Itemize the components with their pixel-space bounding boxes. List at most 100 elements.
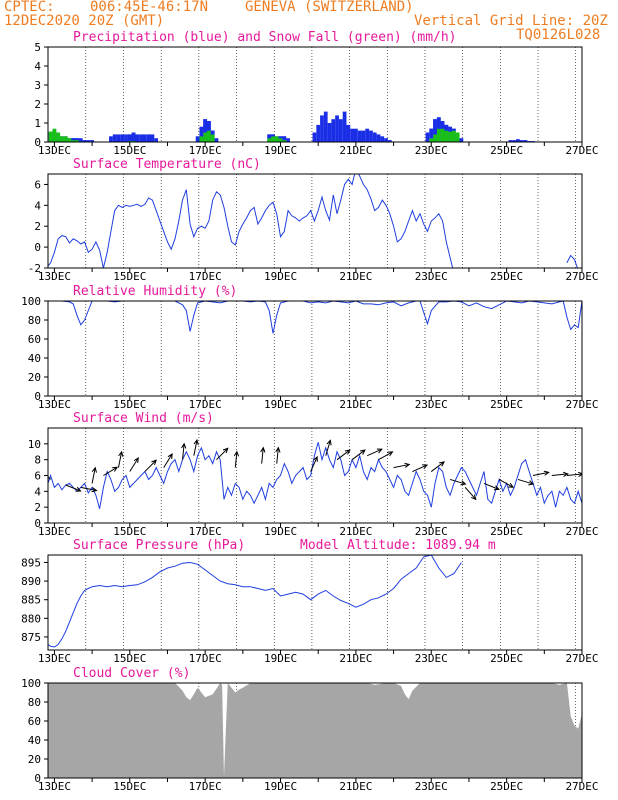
wind-arrowhead [133, 456, 139, 463]
x-tick-label: 13DEC [38, 270, 71, 283]
panel-frame [47, 554, 583, 651]
x-tick-label: 23DEC [415, 398, 448, 411]
x-tick-label: 21DEC [339, 652, 372, 665]
wind-arrow [276, 447, 279, 464]
wind-arrow [91, 467, 96, 484]
y-tick-label: 6 [34, 178, 41, 191]
wind-arrow [103, 466, 118, 476]
y-tick-label: 890 [21, 575, 41, 588]
precip-bar [90, 140, 94, 142]
y-tick-label: 2 [34, 501, 41, 514]
location-label: GENEVA (SWITZERLAND) [245, 0, 414, 15]
x-tick-label: 19DEC [264, 652, 297, 665]
x-tick-label: 19DEC [264, 144, 297, 157]
y-tick-label: 10 [28, 438, 41, 451]
code-label: TQ0126L028 [516, 27, 601, 43]
chart-header: CPTEC: 006:45E-46:17N GENEVA (SWITZERLAN… [0, 0, 618, 46]
wind-arrowhead [326, 439, 332, 446]
series-line-pressure [48, 555, 462, 648]
x-tick-label: 15DEC [113, 270, 146, 283]
wind-arrowhead [91, 487, 98, 493]
precip-bar [71, 140, 76, 142]
plot-area-temperature [48, 174, 579, 268]
wind-arrow [566, 473, 582, 476]
x-tick-label: 17DEC [189, 652, 222, 665]
x-tick-label: 17DEC [189, 525, 222, 538]
wind-arrowhead [222, 447, 229, 454]
x-tick-label: 15DEC [113, 144, 146, 157]
precip-bar [372, 132, 377, 142]
wind-arrowhead [193, 438, 199, 445]
panel-frame [47, 682, 583, 779]
plot-area-pressure [48, 555, 577, 650]
source-label: CPTEC: [4, 0, 55, 15]
precip-bar [271, 136, 275, 142]
precip-bar [146, 134, 151, 142]
precip-bar [444, 130, 449, 142]
wind-arrowhead [470, 494, 477, 501]
precip-bar [376, 134, 381, 142]
x-tick-label: 25DEC [490, 525, 523, 538]
wind-arrow [464, 487, 477, 500]
wind-arrow [310, 456, 318, 472]
x-tick-label: 19DEC [264, 398, 297, 411]
precip-bar [455, 132, 460, 142]
precip-bar [267, 134, 272, 139]
x-tick-label: 23DEC [415, 270, 448, 283]
x-tick-label: 13DEC [38, 398, 71, 411]
y-tick-label: 60 [28, 333, 41, 346]
precip-bar [331, 119, 336, 142]
precip-bar [440, 121, 445, 129]
wind-arrow [129, 457, 139, 472]
wind-arrowhead [275, 446, 281, 453]
precip-bar [131, 132, 136, 142]
precip-bar [508, 140, 513, 142]
wind-arrow [163, 453, 173, 468]
wind-arrowhead [404, 462, 411, 468]
x-tick-label: 23DEC [415, 652, 448, 665]
wind-arrowhead [543, 470, 550, 476]
precip-bar [124, 134, 128, 142]
panel-title-humidity: Relative Humidity (%) [73, 284, 237, 299]
precip-bar [52, 128, 57, 142]
y-tick-label: 4 [34, 60, 41, 73]
y-tick-label: 0 [34, 772, 41, 785]
panel-frame [47, 173, 583, 269]
precip-bar [354, 128, 358, 142]
precip-bar [327, 123, 332, 142]
x-tick-label: 13DEC [38, 652, 71, 665]
precip-bar [71, 138, 76, 141]
plot-area-wind [48, 428, 582, 523]
x-tick-label: 17DEC [189, 398, 222, 411]
precip-bar [448, 131, 452, 142]
y-tick-label: 80 [28, 314, 41, 327]
wind-arrow [216, 447, 229, 461]
precip-bar [357, 130, 362, 142]
x-tick-label: 13DEC [38, 780, 71, 793]
panel-title-temperature: Surface Temperature (nC) [73, 157, 261, 172]
cloud-area [48, 683, 582, 778]
wind-arrow [48, 476, 51, 480]
precip-bar [346, 124, 351, 142]
y-tick-label: 2 [34, 98, 41, 111]
precip-bar [267, 138, 272, 142]
precip-bar [154, 138, 159, 142]
y-tick-label: 40 [28, 734, 41, 747]
precip-bar [48, 131, 53, 142]
x-tick-label: 21DEC [339, 398, 372, 411]
wind-arrow [351, 449, 366, 461]
wind-arrowhead [387, 451, 394, 457]
y-tick-label: 80 [28, 696, 41, 709]
precip-bar [63, 136, 68, 142]
precip-bar [142, 134, 147, 142]
wind-arrow [430, 461, 445, 472]
precip-bar [60, 136, 64, 142]
x-tick-label: 25DEC [490, 270, 523, 283]
precip-bar [350, 128, 355, 142]
panel-cloud [44, 682, 583, 782]
x-tick-label: 19DEC [264, 525, 297, 538]
wind-arrowhead [422, 464, 429, 470]
x-tick-label: 17DEC [189, 270, 222, 283]
precip-bar [380, 136, 385, 142]
x-tick-label: 13DEC [38, 144, 71, 157]
